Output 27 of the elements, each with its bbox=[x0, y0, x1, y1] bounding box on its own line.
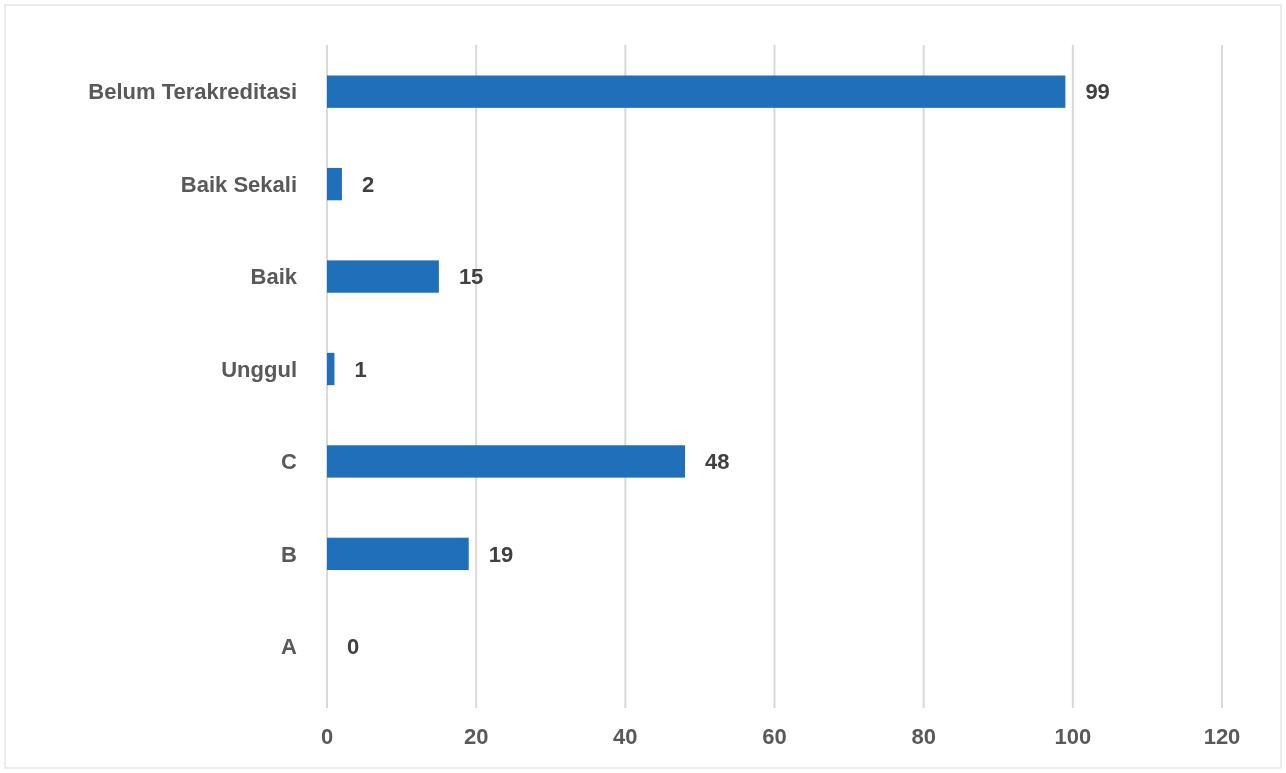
x-tick-label: 100 bbox=[1054, 724, 1092, 749]
bar bbox=[327, 167, 342, 201]
x-tick-label: 60 bbox=[762, 724, 787, 749]
y-tick-label: Belum Terakreditasi bbox=[88, 79, 297, 105]
x-tick-label: 80 bbox=[911, 724, 936, 749]
data-label: 15 bbox=[458, 264, 484, 290]
data-label: 1 bbox=[354, 356, 367, 382]
y-tick-label: Baik bbox=[250, 264, 298, 290]
bar bbox=[327, 75, 1066, 108]
y-tick-label: Baik Sekali bbox=[180, 171, 297, 197]
data-label: 99 bbox=[1085, 79, 1110, 105]
bar bbox=[327, 537, 469, 571]
data-label: 48 bbox=[705, 449, 730, 475]
x-tick-label: 0 bbox=[320, 724, 334, 749]
x-tick-label: 120 bbox=[1203, 724, 1241, 749]
data-label: 0 bbox=[347, 634, 360, 660]
bar bbox=[327, 260, 439, 293]
y-tick-label: B bbox=[281, 541, 297, 567]
data-label: 2 bbox=[361, 171, 375, 197]
y-tick-label: A bbox=[281, 634, 298, 660]
y-tick-label: Unggul bbox=[221, 356, 297, 382]
bar bbox=[327, 445, 685, 478]
x-tick-label: 40 bbox=[613, 724, 638, 749]
data-label: 19 bbox=[488, 541, 514, 567]
x-tick-label: 20 bbox=[463, 724, 489, 749]
bar bbox=[327, 352, 335, 386]
y-tick-label: C bbox=[281, 449, 298, 475]
